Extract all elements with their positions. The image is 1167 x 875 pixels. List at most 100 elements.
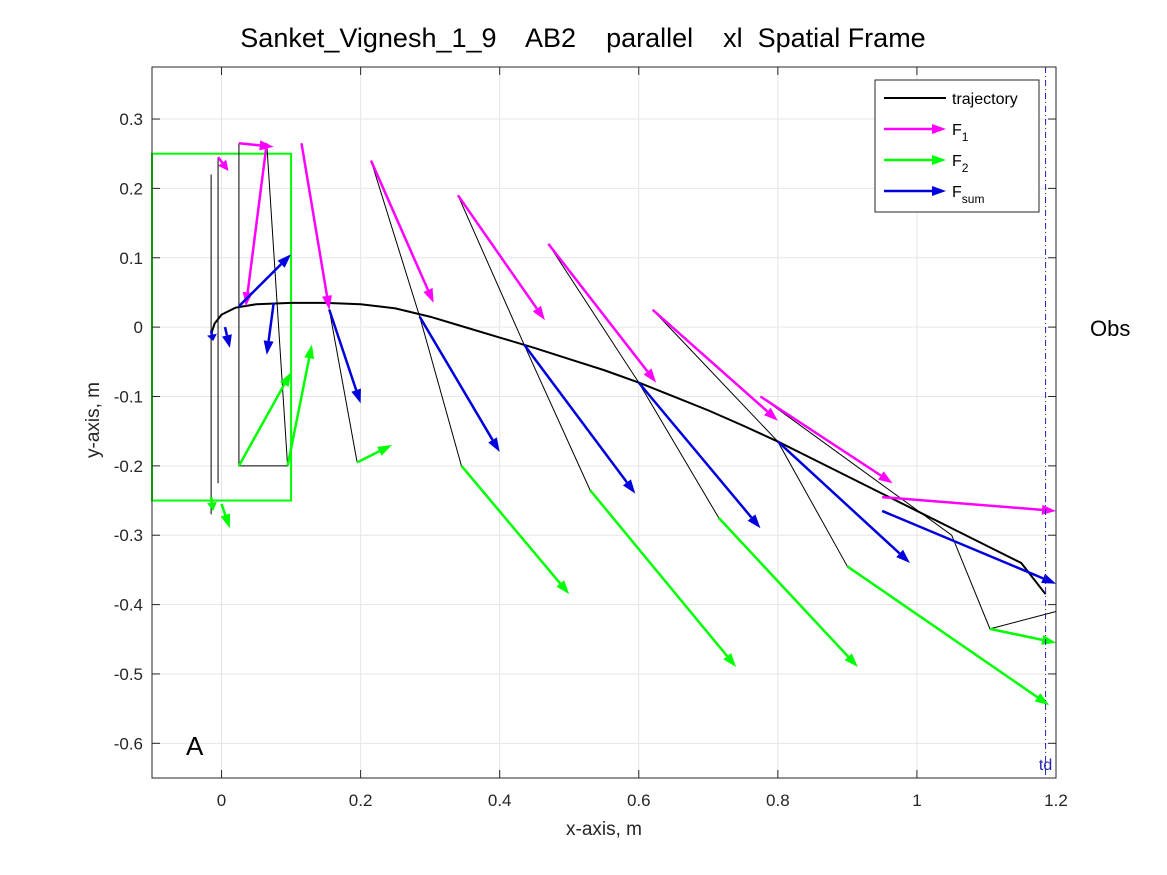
f-1-arrow-shaft (369, 160, 430, 291)
obs-label: Obs (1090, 316, 1130, 341)
f-2-arrow-head (206, 501, 217, 511)
f-2-arrow-shaft (460, 465, 562, 585)
y-tick-label: -0.2 (114, 457, 143, 476)
parallelogram-line (457, 195, 591, 491)
y-tick-label: -0.3 (114, 526, 143, 545)
x-tick-label: 1.2 (1044, 791, 1068, 810)
legend-f1-label: F1 (952, 122, 969, 144)
legend-f2-swatch-head (932, 155, 946, 165)
f-sum-arrow-head (747, 514, 761, 529)
f-2-arrow-shaft (717, 517, 850, 658)
f-sum-arrow-shaft (238, 263, 283, 308)
f-2-arrow (589, 489, 737, 668)
parallelogram-line (652, 309, 848, 567)
f-sum-arrow (523, 343, 636, 494)
arrows-layer (206, 140, 1056, 706)
f-sum-arrow-head (622, 479, 636, 494)
f-1-arrow-shaft (456, 194, 538, 310)
f-2-arrow (989, 627, 1056, 645)
f-2-arrow-head (220, 513, 231, 529)
f-2-arrow-shaft (989, 627, 1043, 642)
f-2-arrow (717, 517, 858, 668)
f-sum-arrow-shaft (637, 381, 753, 519)
f-2-arrow (237, 372, 292, 467)
f-1-arrow-head (322, 295, 332, 310)
f-1-arrow-head (764, 407, 778, 421)
f-sum-arrow-head (896, 549, 910, 563)
f-1-arrow-head (423, 288, 434, 303)
y-tick-label: 0.1 (119, 249, 143, 268)
legend-f1-swatch (884, 124, 946, 134)
f-2-arrow-head (556, 580, 570, 595)
f-sum-arrow (238, 254, 292, 308)
f-2-arrow-head (1034, 693, 1050, 706)
f-1-arrow (300, 143, 332, 310)
plot-frame (151, 66, 1057, 779)
f-1-arrow-shaft (759, 395, 882, 477)
f-sum-arrow-head (351, 388, 361, 404)
x-tick-label: 0.4 (488, 791, 512, 810)
f-1-arrow-shaft (651, 308, 769, 413)
y-tick-label: -0.6 (114, 734, 143, 753)
legend-f1-swatch-head (932, 124, 946, 134)
f-sum-arrow-head (1041, 573, 1056, 584)
f-sum-arrow-shaft (209, 330, 214, 335)
f-1-arrow-head (643, 368, 657, 383)
ticks-layer: 0 0.2 0.4 0.6 0.8 1 1.2 0.3 0.2 0.1 0 -0.1 -0.2 -0.3 -… (114, 67, 1068, 810)
parallelogram-line (370, 160, 462, 466)
f-sum-arrow-shaft (223, 326, 229, 336)
f-sum-arrow-shaft (267, 302, 275, 342)
f-1-arrow (759, 395, 893, 484)
f-2-arrow-head (1041, 634, 1056, 645)
f-sum-arrow-head (277, 254, 292, 268)
f-2-arrow-shaft (589, 489, 729, 658)
f-1-arrow (651, 308, 778, 421)
f-2-arrow-head (844, 653, 858, 668)
y-axis-label: y-axis, m (83, 382, 104, 458)
f-2-arrow-shaft (220, 503, 227, 516)
f-1-arrow-shaft (238, 142, 260, 147)
f-2-arrow-shaft (209, 496, 214, 503)
legend-fsum-swatch (884, 186, 946, 196)
y-tick-label: -0.4 (114, 596, 143, 615)
x-tick-label: 0.8 (766, 791, 790, 810)
x-tick-label: 0.6 (627, 791, 651, 810)
f-sum-arrow-shaft (418, 316, 494, 441)
x-tick-label: 0 (217, 791, 226, 810)
f-sum-arrow (222, 326, 232, 348)
legend-trajectory-label: trajectory (952, 91, 1018, 108)
f-1-arrow (217, 156, 229, 172)
x-axis-label: x-axis, m (566, 819, 642, 840)
f-1-arrow (456, 194, 545, 321)
f-2-arrow-head (304, 344, 315, 360)
f-2-arrow (846, 565, 1050, 706)
f-sum-arrow (881, 509, 1056, 584)
f-sum-arrow-head (263, 340, 274, 355)
parallelogram-line (547, 243, 720, 519)
f-sum-arrow-shaft (523, 343, 628, 484)
f-sum-arrow-shaft (328, 309, 358, 391)
f-sum-arrow-head (488, 437, 500, 452)
f-1-arrow-shaft (882, 495, 1043, 512)
f-2-arrow (460, 465, 570, 595)
f-sum-arrow-shaft (777, 440, 901, 555)
y-tick-label: -0.1 (114, 387, 143, 406)
y-tick-label: 0.2 (119, 179, 143, 198)
td-layer: td (1039, 67, 1052, 778)
f-sum-arrow (263, 302, 275, 355)
f-sum-arrow-head (207, 333, 217, 341)
f-1-arrow-shaft (217, 156, 224, 164)
f-1-arrow-head (532, 305, 545, 321)
f-2-arrow-shaft (237, 383, 286, 467)
f-sum-arrow (777, 440, 910, 563)
f-1-arrow-shaft (246, 143, 268, 293)
f-1-arrow-head (878, 471, 893, 484)
grid (152, 67, 1057, 778)
f-sum-arrow-head (222, 334, 232, 348)
f-2-arrow (356, 445, 392, 464)
f-2-arrow-shaft (286, 357, 311, 467)
f-sum-arrow (328, 309, 361, 404)
y-tick-label: -0.5 (114, 665, 143, 684)
y-tick-label: 0.3 (119, 110, 143, 129)
f-sum-arrow (418, 316, 500, 452)
